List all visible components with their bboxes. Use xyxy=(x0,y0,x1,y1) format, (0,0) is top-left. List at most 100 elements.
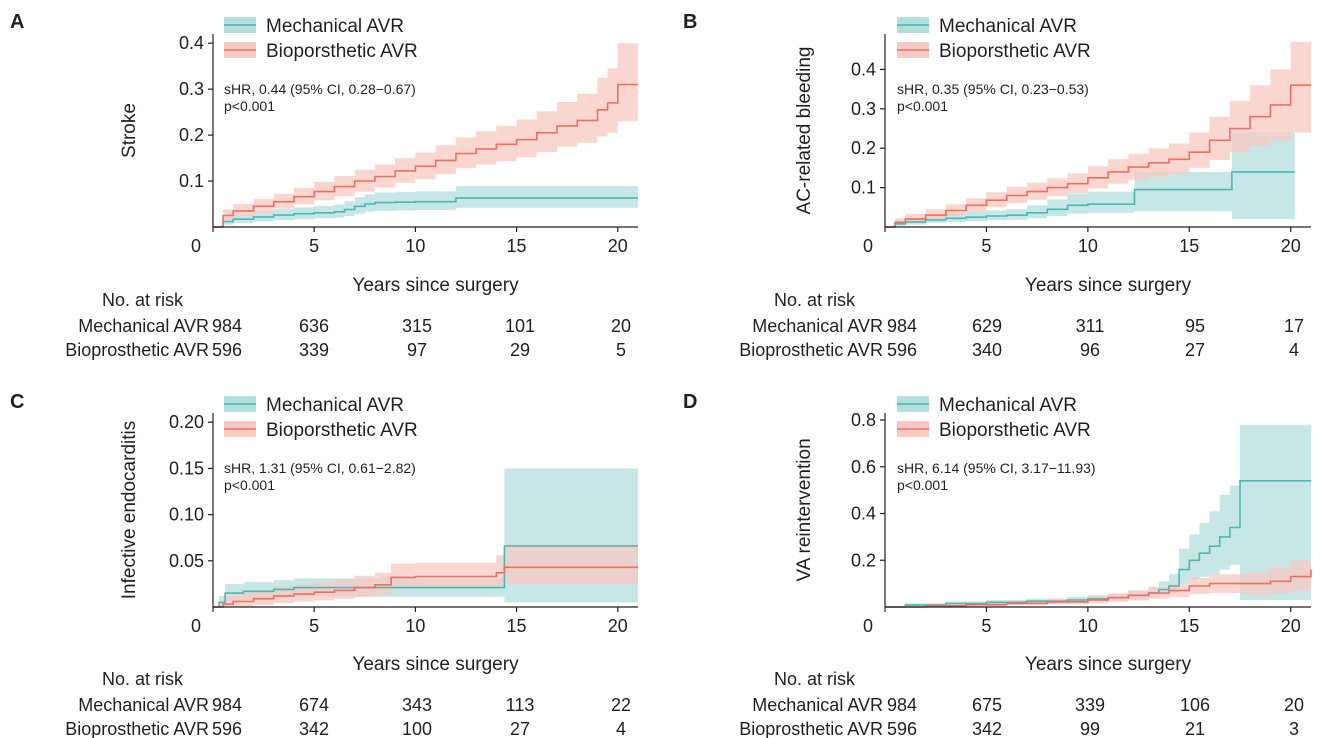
risk-count: 22 xyxy=(611,695,631,715)
risk-count: 27 xyxy=(510,719,530,738)
x-tick-label: 5 xyxy=(981,616,991,636)
x-tick-label: 15 xyxy=(1179,616,1199,636)
bioprosthetic-curve xyxy=(885,84,1311,228)
shr-annotation: sHR, 1.31 (95% CI, 0.61−2.82) xyxy=(224,460,416,476)
y-axis-title: VA reintervention xyxy=(794,438,815,581)
risk-count: 20 xyxy=(1284,695,1304,715)
risk-count: 596 xyxy=(212,719,242,738)
bioprosthetic-legend-label: Bioporsthetic AVR xyxy=(939,420,1091,441)
p-value-annotation: p<0.001 xyxy=(897,98,948,114)
bioprosthetic-curve xyxy=(213,566,638,608)
plot-area xyxy=(213,468,638,608)
risk-count: 20 xyxy=(611,316,631,336)
risk-count: 984 xyxy=(887,695,917,715)
y-tick-label: 0.2 xyxy=(851,138,876,158)
panel-letter: B xyxy=(683,11,697,33)
risk-count: 29 xyxy=(510,340,530,360)
mechanical-legend-label: Mechanical AVR xyxy=(939,16,1077,37)
mechanical-curve xyxy=(213,545,638,608)
x-tick-label: 0 xyxy=(191,616,201,636)
risk-count: 596 xyxy=(887,719,917,738)
x-tick-label: 0 xyxy=(863,616,873,636)
risk-count: 101 xyxy=(505,316,535,336)
panel-c: C 0 5 10 15 20 0.05 0.10 0.15 0.20 Years since sur… xyxy=(10,391,638,738)
bioprosthetic-legend-label: Bioporsthetic AVR xyxy=(266,41,418,62)
y-tick-label: 0.2 xyxy=(851,550,876,570)
shr-annotation: sHR, 6.14 (95% CI, 3.17−11.93) xyxy=(897,460,1096,476)
x-tick-label: 10 xyxy=(405,236,425,256)
risk-count: 596 xyxy=(212,340,242,360)
y-axis-title: Infective endocarditis xyxy=(119,421,140,600)
risk-count: 113 xyxy=(506,695,535,715)
y-tick-label: 0.6 xyxy=(851,457,876,477)
panel-b: B 0 5 10 15 20 0.1 0.2 0.3 0.4 Years since surgery… xyxy=(683,11,1311,360)
x-tick-label: 5 xyxy=(309,616,319,636)
y-tick-label: 0.4 xyxy=(179,33,204,53)
p-value-annotation: p<0.001 xyxy=(224,98,275,114)
y-tick-label: 0.8 xyxy=(851,410,876,430)
y-tick-label: 0.2 xyxy=(179,125,204,145)
risk-count: 984 xyxy=(212,695,242,715)
risk-table-header: No. at risk xyxy=(774,290,856,310)
y-tick-label: 0.4 xyxy=(851,504,876,524)
x-tick-label: 15 xyxy=(507,236,527,256)
panel-letter: C xyxy=(10,391,24,413)
risk-row-label: Mechanical AVR xyxy=(78,695,209,715)
risk-count: 100 xyxy=(402,719,432,738)
panel-letter: A xyxy=(10,11,24,33)
risk-count: 674 xyxy=(299,695,329,715)
legend: Mechanical AVR Bioporsthetic AVR xyxy=(224,395,418,441)
y-tick-label: 0.3 xyxy=(851,99,876,119)
x-axis-title: Years since surgery xyxy=(1025,654,1192,675)
risk-row-label: Mechanical AVR xyxy=(752,695,883,715)
risk-count: 984 xyxy=(887,316,917,336)
risk-count: 342 xyxy=(299,719,329,738)
risk-count: 596 xyxy=(887,340,917,360)
x-axis-title: Years since surgery xyxy=(1025,275,1192,296)
legend: Mechanical AVR Bioporsthetic AVR xyxy=(897,395,1091,441)
risk-row-label: Bioprosthetic AVR xyxy=(739,719,883,738)
mechanical-curve xyxy=(213,197,638,228)
mechanical-legend-label: Mechanical AVR xyxy=(939,395,1077,416)
risk-table-header: No. at risk xyxy=(774,669,856,689)
x-tick-label: 0 xyxy=(191,236,201,256)
shr-annotation: sHR, 0.35 (95% CI, 0.23−0.53) xyxy=(897,81,1089,97)
y-tick-label: 0.1 xyxy=(851,178,876,198)
y-tick-label: 0.10 xyxy=(169,505,204,525)
mechanical-ci-band xyxy=(885,132,1295,227)
y-axis-title: AC-related bleeding xyxy=(794,47,815,215)
x-tick-label: 0 xyxy=(863,236,873,256)
bioprosthetic-ci-band xyxy=(213,43,638,228)
risk-count: 343 xyxy=(402,695,432,715)
risk-row-label: Mechanical AVR xyxy=(752,316,883,336)
bioprosthetic-legend-label: Bioporsthetic AVR xyxy=(939,41,1091,62)
risk-table-header: No. at risk xyxy=(102,290,184,310)
y-tick-label: 0.20 xyxy=(169,412,204,432)
risk-count: 342 xyxy=(972,719,1002,738)
x-tick-label: 10 xyxy=(405,616,425,636)
p-value-annotation: p<0.001 xyxy=(897,477,948,493)
x-axis-title: Years since surgery xyxy=(352,654,519,675)
x-tick-label: 10 xyxy=(1078,236,1098,256)
legend: Mechanical AVR Bioporsthetic AVR xyxy=(224,16,418,62)
y-tick-label: 0.1 xyxy=(179,171,204,191)
risk-row-label: Bioprosthetic AVR xyxy=(65,719,209,738)
risk-table-header: No. at risk xyxy=(102,669,184,689)
risk-count: 27 xyxy=(1185,340,1205,360)
risk-count: 315 xyxy=(402,316,432,336)
risk-row-label: Bioprosthetic AVR xyxy=(65,340,209,360)
p-value-annotation: p<0.001 xyxy=(224,477,275,493)
plot-area xyxy=(213,43,638,228)
risk-count: 3 xyxy=(1289,719,1299,738)
x-tick-label: 5 xyxy=(309,236,319,256)
bioprosthetic-ci-band xyxy=(213,544,638,607)
risk-count: 339 xyxy=(1075,695,1105,715)
y-tick-label: 0.3 xyxy=(179,79,204,99)
plot-area xyxy=(885,41,1311,228)
mechanical-ci-band xyxy=(885,424,1311,607)
risk-count: 21 xyxy=(1185,719,1205,738)
risk-table: No. at risk Mechanical AVR 984 675 339 106 20 B… xyxy=(739,669,1304,738)
bioprosthetic-curve xyxy=(213,83,638,228)
mechanical-ci-band xyxy=(213,186,638,227)
